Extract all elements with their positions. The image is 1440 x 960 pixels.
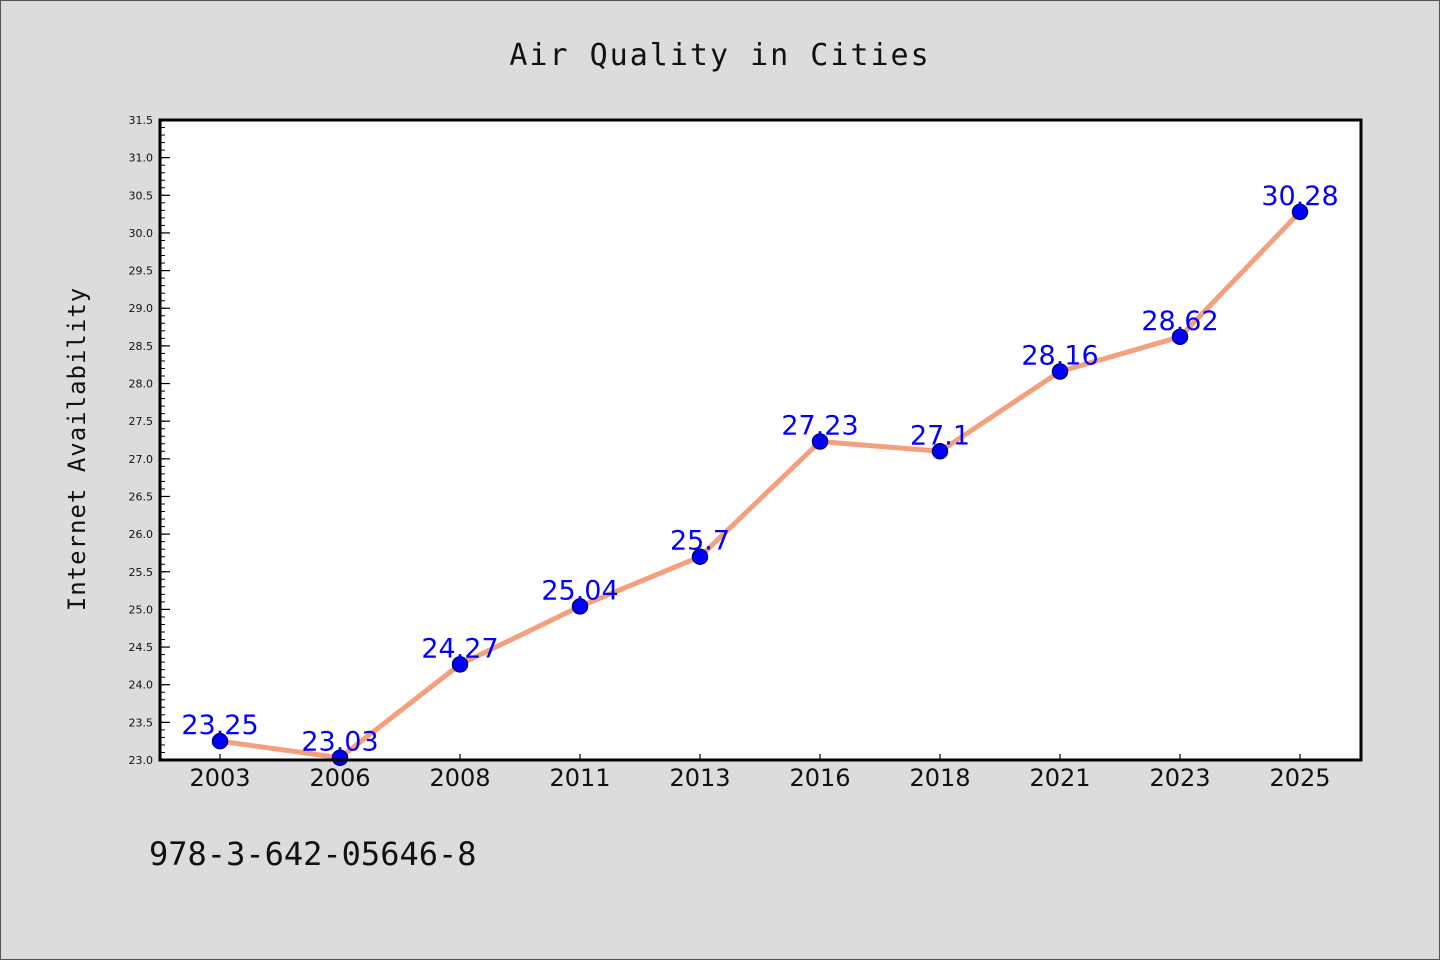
data-point (211, 732, 229, 750)
isbn-code: 978-3-642-05646-8 (149, 835, 477, 873)
data-point (931, 443, 949, 460)
data-point (691, 548, 709, 565)
x-tick-label: 2003 (189, 764, 250, 792)
y-tick-label: 31.0 (129, 152, 154, 165)
y-tick-label: 29.0 (129, 302, 154, 315)
y-tick-label: 23.5 (129, 716, 154, 729)
y-tick-label: 30.5 (129, 189, 154, 202)
y-axis-label: Internet Availability (63, 287, 91, 611)
x-tick-label: 2023 (1149, 764, 1210, 792)
y-tick-label: 28.5 (129, 340, 154, 353)
chart-title: Air Quality in Cities (509, 38, 930, 73)
data-label: 28.16 (1021, 340, 1098, 371)
data-point (1051, 363, 1069, 380)
data-label: 23.03 (301, 727, 378, 758)
x-tick-label: 2021 (1029, 764, 1090, 792)
data-label: 25.04 (541, 575, 618, 606)
y-tick-label: 26.0 (129, 528, 154, 541)
y-tick-label: 27.5 (129, 415, 154, 428)
y-tick-label: 30.0 (129, 227, 154, 240)
y-tick-label: 25.5 (129, 566, 154, 579)
x-tick-label: 2013 (669, 764, 730, 792)
data-label: 23.25 (181, 710, 258, 741)
y-tick-label: 27.0 (129, 453, 154, 466)
y-tick-label: 23.0 (129, 754, 154, 767)
y-tick-label: 26.5 (129, 490, 154, 503)
data-point (571, 598, 589, 615)
series-layer: 23.25 23.03 24.27 25.04 25.7 27.23 27.1 28.16 28… (181, 181, 1339, 766)
data-label: 28.62 (1141, 306, 1218, 337)
y-tick-label: 29.5 (129, 265, 154, 278)
x-tick-label: 2016 (789, 764, 850, 792)
plot-frame (158, 118, 1363, 762)
x-tick-label: 2025 (1269, 764, 1330, 792)
data-label: 27.1 (910, 420, 970, 451)
x-tick-label: 2006 (309, 764, 370, 792)
data-label: 27.23 (781, 411, 858, 442)
data-point (1171, 328, 1189, 346)
x-tick-label: 2011 (549, 764, 610, 792)
x-tick-label: 2008 (429, 764, 490, 792)
data-point (451, 656, 469, 673)
data-label: 25.7 (670, 526, 730, 557)
plot-area (160, 120, 1361, 760)
data-point (811, 433, 829, 450)
y-tick-label: 31.5 (129, 114, 154, 127)
y-tick-label: 24.5 (129, 641, 154, 654)
y-axis-ticks: 23.0 23.5 24.0 24.5 25.0 25.5 26.0 26.5 27.0 27.5… (129, 114, 170, 767)
data-point (1291, 203, 1309, 221)
y-tick-label: 28.0 (129, 378, 154, 391)
x-axis-ticks: 2003 2006 2008 2011 2013 2016 2018 2021 2023 2025 (189, 754, 1331, 792)
data-label: 30.28 (1261, 181, 1338, 212)
x-tick-label: 2018 (909, 764, 970, 792)
data-label: 24.27 (421, 633, 498, 664)
y-tick-label: 25.0 (129, 603, 154, 616)
series-line (217, 209, 1303, 761)
y-tick-label: 24.0 (129, 679, 154, 692)
